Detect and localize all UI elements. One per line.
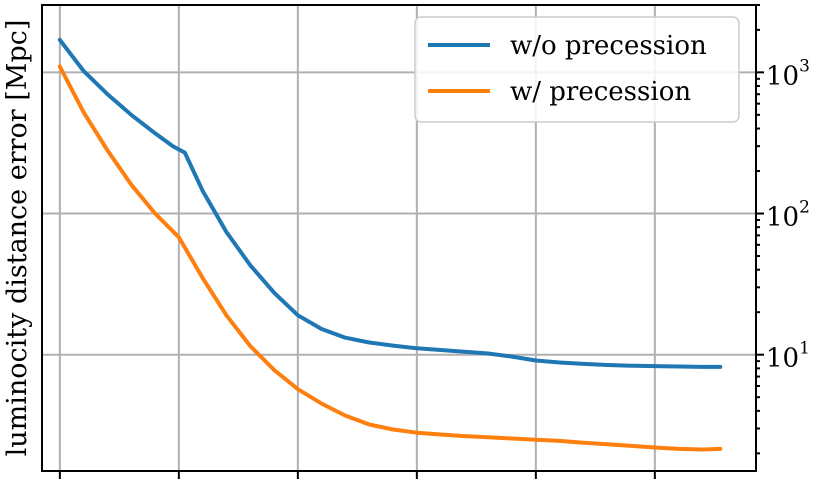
legend-label-w-precession: w/ precession bbox=[510, 77, 691, 107]
ticks: 101 102 103 bbox=[58, 4, 810, 479]
legend: w/o precession w/ precession bbox=[414, 16, 740, 123]
series-line-w-precession bbox=[57, 64, 723, 452]
plot-frame bbox=[41, 4, 757, 472]
y-tick-label: 101 bbox=[766, 339, 810, 374]
y-axis-label: luminocity distance error [Mpc] bbox=[2, 20, 33, 457]
legend-box bbox=[414, 16, 740, 123]
y-tick-label: 102 bbox=[766, 198, 810, 233]
series-layer bbox=[57, 37, 723, 452]
series-line-w-o-precession bbox=[57, 37, 723, 369]
legend-label-wo-precession: w/o precession bbox=[510, 31, 707, 61]
y-tick-label: 103 bbox=[766, 56, 810, 91]
